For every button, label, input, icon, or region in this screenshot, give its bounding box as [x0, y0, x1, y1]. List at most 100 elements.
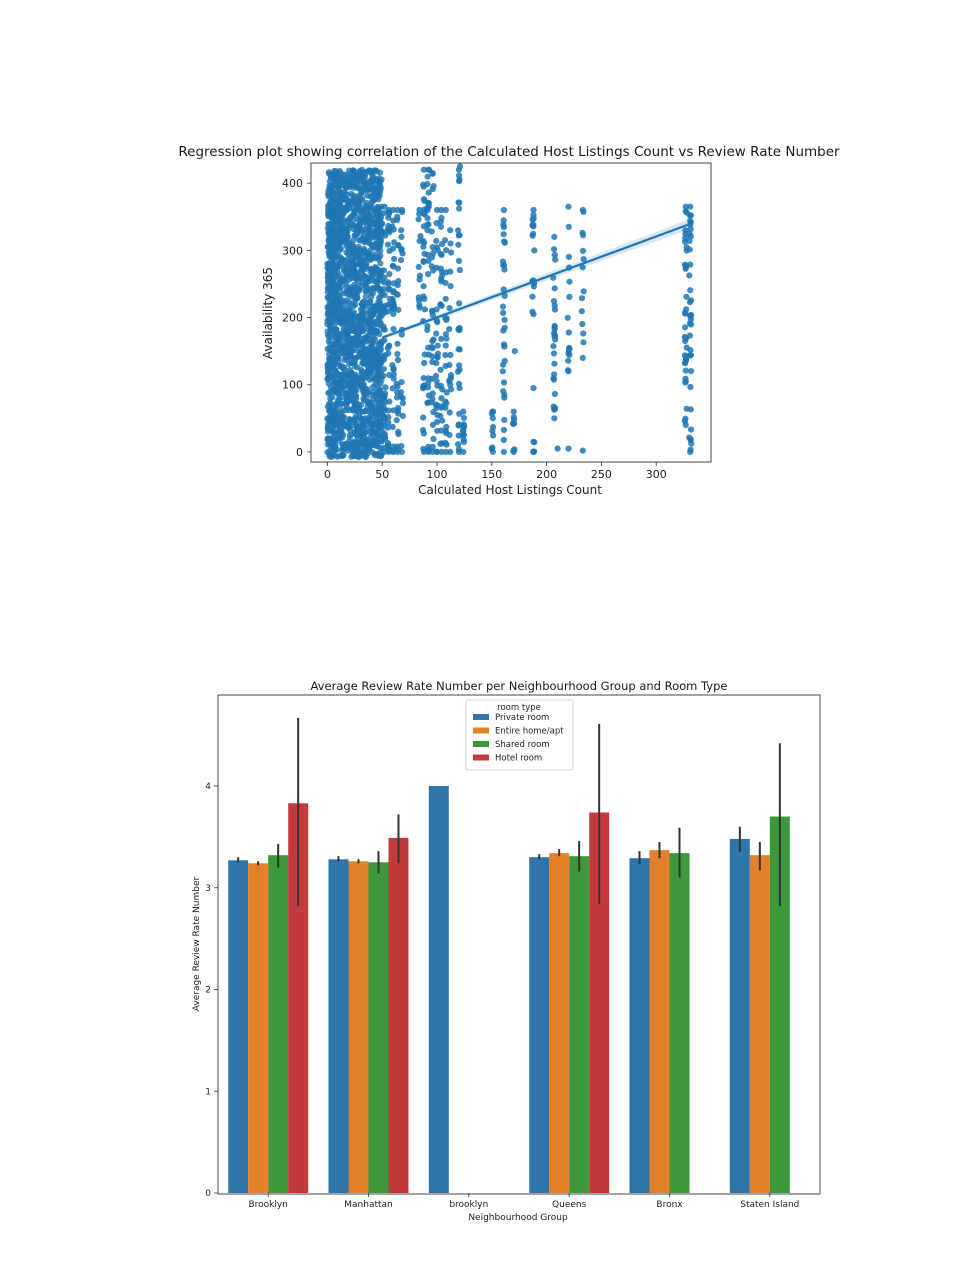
regression-scatter-chart: Regression plot showing correlation of t…: [178, 144, 840, 497]
scatter-point: [398, 442, 405, 450]
scatter-point: [682, 208, 689, 215]
scatter-point: [389, 245, 397, 252]
scatter-point: [580, 330, 587, 337]
scatter-point: [352, 445, 359, 452]
x-tick-label: 300: [646, 468, 667, 481]
plot-frame: [217, 694, 821, 1195]
scatter-point: [350, 237, 357, 244]
scatter-point: [353, 204, 360, 211]
scatter-point: [682, 264, 690, 271]
scatter-point: [340, 343, 347, 350]
scatter-point: [394, 282, 401, 289]
scatter-point: [455, 227, 462, 234]
scatter-point: [456, 205, 463, 212]
scatter-point: [550, 350, 558, 357]
y-tick-label: 0: [296, 446, 303, 459]
scatter-point: [425, 443, 432, 450]
scatter-point: [500, 327, 507, 334]
scatter-point: [551, 285, 558, 292]
scatter-point: [347, 205, 354, 212]
scatter-point: [336, 452, 343, 459]
scatter-point: [349, 354, 356, 361]
scatter-point: [437, 366, 444, 373]
scatter-point: [433, 244, 440, 251]
scatter-point: [438, 448, 445, 455]
scatter-point: [429, 390, 436, 397]
scatter-point: [347, 248, 354, 255]
bar-shared-room: [569, 856, 590, 1193]
scatter-point: [332, 436, 339, 443]
scatter-point: [429, 353, 436, 360]
bar-private-room: [729, 838, 750, 1193]
scatter-point: [456, 163, 464, 170]
legend-swatch: [473, 741, 489, 747]
scatter-point: [365, 408, 372, 415]
scatter-point: [325, 389, 332, 397]
scatter-point: [500, 206, 507, 214]
scatter-point: [683, 293, 690, 300]
scatter-point: [327, 395, 334, 402]
scatter-point: [579, 247, 587, 254]
scatter-point: [326, 251, 333, 258]
scatter-point: [390, 206, 397, 214]
scatter-point: [442, 279, 449, 286]
scatter-point: [566, 293, 573, 300]
scatter-point: [369, 375, 376, 382]
scatter-point: [687, 226, 694, 233]
scatter-point: [580, 339, 587, 346]
bar-entire-home-apt: [348, 861, 369, 1193]
scatter-point: [391, 255, 398, 262]
scatter-point: [455, 241, 462, 248]
scatter-point: [500, 309, 507, 316]
y-axis-label: Availability 365: [261, 267, 275, 359]
x-tick-label: 100: [427, 468, 448, 481]
scatter-point: [344, 171, 351, 178]
scatter-point: [330, 361, 337, 368]
scatter-point: [365, 256, 372, 263]
scatter-point: [455, 199, 462, 206]
scatter-point: [349, 196, 356, 203]
scatter-point: [501, 316, 508, 323]
scatter-point: [433, 237, 440, 244]
scatter-point: [371, 336, 378, 343]
scatter-point: [354, 423, 361, 431]
scatter-point: [371, 185, 378, 192]
scatter-point: [530, 438, 537, 445]
scatter-point: [336, 212, 344, 219]
scatter-point: [429, 338, 436, 345]
scatter-point: [437, 223, 445, 230]
scatter-point: [398, 233, 405, 240]
legend-label: Hotel room: [495, 754, 542, 764]
scatter-point: [386, 270, 393, 278]
scatter-point: [334, 169, 341, 176]
scatter-point: [438, 214, 445, 221]
scatter-point: [381, 292, 388, 299]
scatter-point: [389, 423, 396, 430]
scatter-point: [360, 210, 367, 217]
scatter-point: [382, 232, 389, 239]
bar-shared-room: [268, 855, 289, 1193]
scatter-point: [331, 283, 338, 291]
scatter-point: [687, 287, 694, 294]
y-tick-label: 300: [282, 244, 303, 257]
scatter-point: [337, 416, 344, 423]
x-tick-label: brooklyn: [449, 1200, 488, 1210]
scatter-point: [565, 253, 573, 261]
scatter-point: [424, 215, 431, 222]
scatter-point: [327, 174, 335, 181]
scatter-point: [420, 293, 427, 300]
scatter-point: [420, 385, 427, 392]
scatter-point: [428, 263, 435, 270]
scatter-point: [355, 453, 362, 461]
scatter-point: [363, 260, 370, 267]
scatter-point: [438, 251, 445, 258]
scatter-point: [441, 237, 449, 244]
scatter-point: [686, 299, 694, 306]
bar-shared-room: [368, 862, 389, 1193]
scatter-point: [341, 188, 348, 196]
scatter-point: [337, 198, 344, 205]
scatter-point: [579, 206, 586, 214]
scatter-point: [331, 340, 338, 347]
scatter-point: [398, 331, 405, 338]
scatter-point: [424, 323, 431, 330]
